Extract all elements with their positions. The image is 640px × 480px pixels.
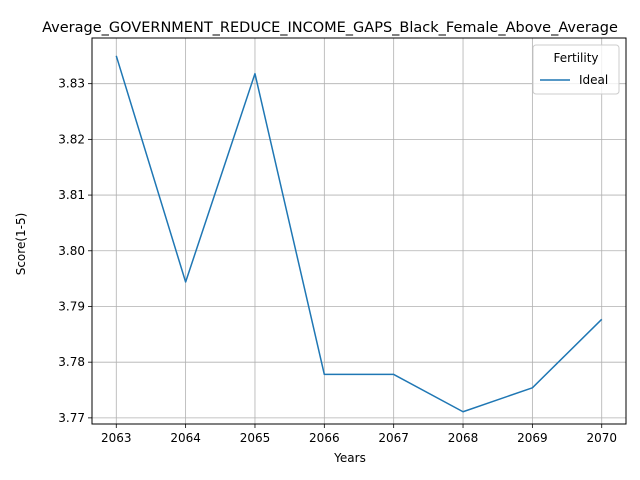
legend-title: Fertility xyxy=(553,51,598,65)
y-tick-label: 3.82 xyxy=(58,132,85,146)
series-layer xyxy=(115,55,603,413)
x-tick-label: 2070 xyxy=(586,431,617,445)
y-tick-label: 3.83 xyxy=(58,77,85,91)
y-tick-label: 3.80 xyxy=(58,244,85,258)
y-tick-label: 3.78 xyxy=(58,355,85,369)
y-axis: 3.77 3.78 3.79 3.80 3.81 3.82 3.83 xyxy=(58,77,92,425)
legend: Fertility Ideal xyxy=(532,44,620,95)
chart-title: Average_GOVERNMENT_REDUCE_INCOME_GAPS_Bl… xyxy=(42,20,618,36)
legend-series-label: Ideal xyxy=(579,73,608,87)
series-line-ideal xyxy=(115,55,603,413)
y-tick-label: 3.81 xyxy=(58,188,85,202)
y-axis-label: Score(1-5) xyxy=(14,213,28,276)
x-tick-label: 2064 xyxy=(170,431,201,445)
x-tick-label: 2065 xyxy=(240,431,271,445)
x-tick-label: 2066 xyxy=(309,431,340,445)
plot-frame xyxy=(91,37,627,425)
legend-box xyxy=(532,44,620,95)
grid xyxy=(92,38,626,424)
x-tick-label: 2067 xyxy=(378,431,409,445)
x-axis: 2063 2064 2065 2066 2067 2068 2069 2070 xyxy=(101,424,617,445)
x-tick-label: 2069 xyxy=(517,431,548,445)
x-tick-label: 2063 xyxy=(101,431,132,445)
x-tick-label: 2068 xyxy=(448,431,479,445)
y-tick-label: 3.77 xyxy=(58,411,85,425)
x-axis-label: Years xyxy=(333,451,366,465)
y-tick-label: 3.79 xyxy=(58,299,85,313)
